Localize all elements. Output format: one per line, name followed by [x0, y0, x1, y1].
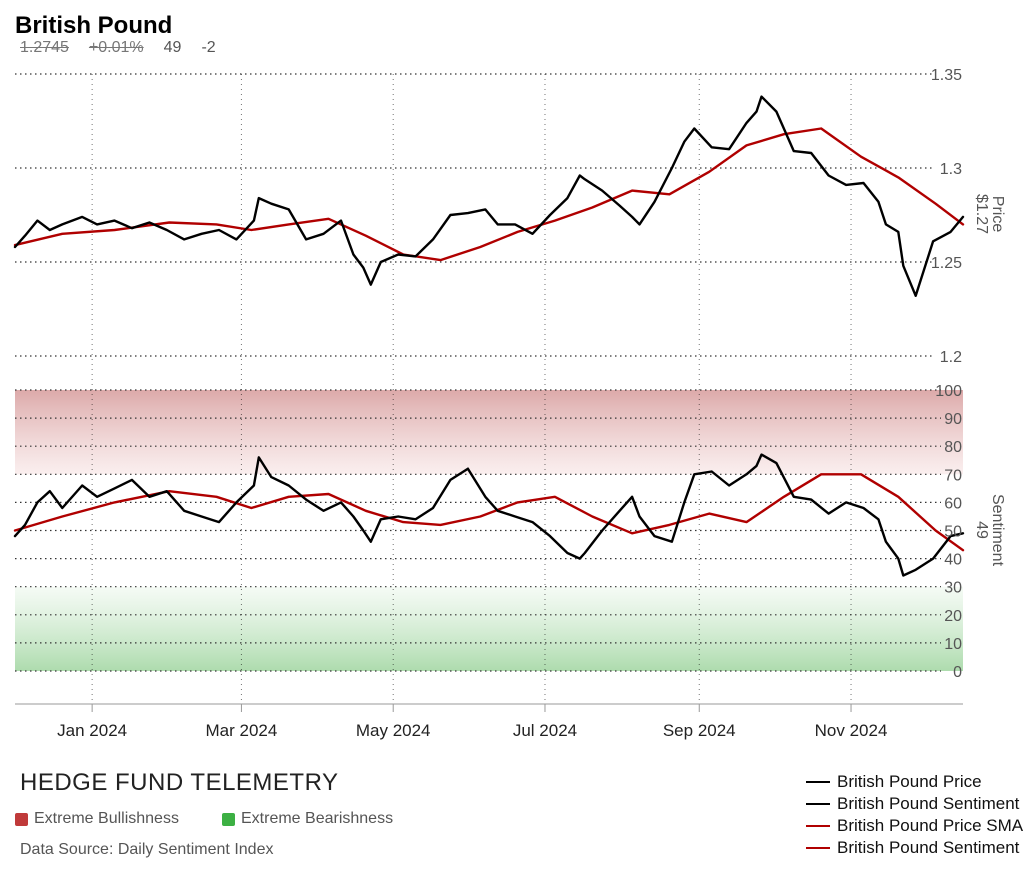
- quote-summary: 1.2745 +0.01% 49 -2: [20, 39, 236, 57]
- legend-item[interactable]: British Pound Sentiment SMA: [806, 837, 1024, 859]
- sentiment-tick-label: 50: [944, 524, 962, 541]
- series-layer: [13, 95, 965, 577]
- price-line: [13, 95, 965, 297]
- legend-line: [806, 780, 830, 784]
- bullish-swatch: [15, 812, 28, 826]
- price-tick-label: 1.35: [931, 67, 962, 84]
- bearish-swatch: [222, 812, 235, 826]
- sentiment-tick-label: 80: [944, 439, 962, 456]
- series-legend: British Pound Price British Pound Sentim…: [806, 771, 1024, 859]
- sentiment-line: [13, 453, 965, 577]
- price-axis-label: Price: [989, 196, 1006, 233]
- price-value: 1.2745: [20, 39, 69, 56]
- legend-label: British Pound Price SMA: [837, 816, 1024, 835]
- extreme-bullish-zone: [15, 390, 963, 475]
- sentiment-axis-label: Sentiment: [989, 494, 1006, 567]
- legend-item[interactable]: British Pound Sentiment: [806, 793, 1024, 815]
- data-source: Data Source: Daily Sentiment Index: [20, 841, 274, 858]
- price-tick-label: 1.3: [940, 161, 962, 178]
- sentiment-tick-label: 0: [953, 664, 962, 681]
- sentiment-tick-label: 30: [944, 580, 962, 597]
- axis-layer: 1.351.31.251.21009080706050403020100Jan …: [15, 67, 1006, 740]
- sentiment-tick-label: 40: [944, 552, 962, 569]
- gridlines: [15, 73, 941, 700]
- sentiment-sma-line: [13, 473, 965, 552]
- legend-line: [806, 824, 830, 828]
- x-tick-label: Mar 2024: [206, 721, 278, 740]
- extreme-bearish-zone: [15, 586, 963, 671]
- sentiment-tick-label: 100: [935, 383, 962, 400]
- sentiment-tick-label: 10: [944, 636, 962, 653]
- price-tick-label: 1.2: [940, 349, 962, 366]
- extreme-bullish-key: Extreme Bullishness: [15, 810, 179, 828]
- sentiment-tick-label: 20: [944, 608, 962, 625]
- legend-label: British Pound Sentiment: [837, 794, 1020, 813]
- legend-item[interactable]: British Pound Price SMA: [806, 815, 1024, 837]
- bullish-label: Extreme Bullishness: [34, 810, 179, 827]
- x-tick-label: Sep 2024: [663, 721, 736, 740]
- chart-canvas: 1.351.31.251.21009080706050403020100Jan …: [13, 67, 1006, 740]
- legend-line: [806, 802, 830, 806]
- sentiment-tick-label: 60: [944, 495, 962, 512]
- legend-item[interactable]: British Pound Price: [806, 771, 1024, 793]
- extreme-bearish-key: Extreme Bearishness: [222, 810, 393, 828]
- bearish-label: Extreme Bearishness: [241, 810, 394, 827]
- chart-title: British Pound: [15, 12, 173, 39]
- legend-label: British Pound Sentiment SMA: [837, 838, 1024, 857]
- x-tick-label: Nov 2024: [815, 721, 888, 740]
- price-change: +0.01%: [88, 39, 144, 56]
- sentiment-current-label: 49: [973, 521, 990, 539]
- x-tick-label: Jan 2024: [57, 721, 127, 740]
- sentiment-tick-label: 90: [944, 411, 962, 428]
- price-sma-line: [13, 127, 965, 262]
- legend-label: British Pound Price: [837, 772, 982, 791]
- price-current-label: $1.27: [973, 194, 990, 234]
- price-tick-label: 1.25: [931, 255, 962, 272]
- sentiment-change: -2: [201, 39, 216, 56]
- legend-line: [806, 846, 830, 850]
- sentiment-value: 49: [163, 39, 182, 56]
- x-tick-label: Jul 2024: [513, 721, 577, 740]
- sentiment-tick-label: 70: [944, 467, 962, 484]
- x-tick-label: May 2024: [356, 721, 431, 740]
- brand-name: HEDGE FUND TELEMETRY: [20, 769, 339, 796]
